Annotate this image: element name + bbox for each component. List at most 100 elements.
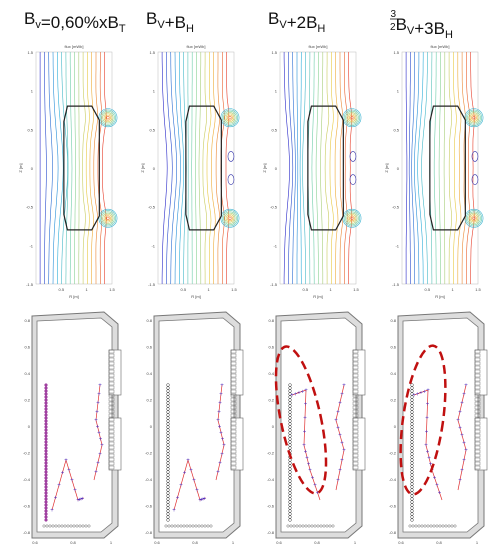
- probe-marker: +: [424, 443, 428, 449]
- wall-probe: [45, 450, 48, 453]
- y-tick-label: 0: [150, 424, 153, 429]
- probe-marker: +: [222, 443, 226, 449]
- port: [109, 418, 121, 470]
- probe-marker: +: [460, 468, 464, 474]
- y-tick-label: -0.4: [389, 477, 397, 482]
- panel-title: 32BV+3BH: [390, 9, 453, 41]
- probe-marker: +: [95, 409, 99, 415]
- y-tick-label: 0.4: [146, 371, 152, 376]
- wall-probe: [45, 393, 48, 396]
- probe-marker: +: [426, 388, 430, 394]
- wall-probe: [45, 390, 48, 393]
- probe-marker: +: [313, 483, 317, 489]
- y-tick-label: -0.4: [23, 477, 31, 482]
- y-tick-label: -0.6: [389, 504, 397, 509]
- y-label: Z [m]: [384, 163, 389, 172]
- title-text: +2B: [287, 13, 318, 32]
- y-tick-label: -1: [273, 243, 277, 248]
- y-tick-label: 0.2: [268, 398, 274, 403]
- probe-marker: +: [460, 433, 464, 439]
- title-text: +B: [165, 13, 186, 32]
- y-tick-label: 0: [275, 166, 278, 171]
- x-tick-label: 0.8: [70, 540, 76, 545]
- port: [231, 418, 243, 470]
- title-text: B: [396, 15, 407, 34]
- wall-probe: [45, 465, 48, 468]
- y-label: Z [m]: [18, 163, 23, 172]
- probe-marker: +: [334, 418, 338, 424]
- plot-title: flux [mWb]: [187, 44, 206, 49]
- vessel-inner: [37, 318, 112, 532]
- probe-marker: +: [221, 437, 225, 443]
- y-tick-label: 0.6: [24, 345, 30, 350]
- y-tick-label: 1.5: [271, 50, 277, 55]
- y-tick-label: -1.5: [148, 282, 156, 287]
- wall-probe: [45, 468, 48, 471]
- panel-title: BV+BH: [146, 9, 194, 35]
- probe-marker: +: [340, 458, 344, 464]
- x-tick-label: 1.5: [109, 287, 115, 292]
- x-tick-label: 1: [86, 287, 89, 292]
- probe-marker: +: [70, 478, 74, 484]
- probe-marker: +: [96, 461, 100, 467]
- y-tick-label: -1.5: [392, 282, 400, 287]
- probe-marker: +: [340, 392, 344, 398]
- wall-probe: [45, 447, 48, 450]
- wall-probe: [45, 486, 48, 489]
- x-tick-label: 1: [208, 287, 211, 292]
- y-label: Z [m]: [262, 163, 267, 172]
- y-tick-label: 0.4: [268, 371, 274, 376]
- wall-probe: [45, 477, 48, 480]
- wall-probe: [45, 519, 48, 522]
- y-tick-label: 0.2: [146, 398, 152, 403]
- wall-probe: [45, 462, 48, 465]
- x-tick-label: 0.8: [314, 540, 320, 545]
- x-tick-label: 1: [330, 287, 333, 292]
- probe-marker: +: [179, 483, 183, 489]
- y-tick-label: -0.5: [392, 205, 400, 210]
- probe-marker: +: [340, 441, 344, 447]
- panel-title: BV+2BH: [268, 9, 325, 35]
- port: [109, 350, 121, 395]
- y-tick-label: -0.6: [267, 504, 275, 509]
- title-text: =0,60%xB: [41, 13, 119, 32]
- probe-marker: +: [218, 401, 222, 407]
- wall-probe: [45, 501, 48, 504]
- y-tick-label: -0.8: [23, 530, 31, 535]
- title-text: B: [24, 9, 35, 28]
- x-tick-label: 1: [232, 540, 235, 545]
- probe-marker: +: [433, 476, 437, 482]
- x-tick-label: 0.6: [276, 540, 282, 545]
- wall-probe: [45, 435, 48, 438]
- probe-marker: +: [94, 418, 98, 424]
- probe-marker: +: [203, 497, 207, 503]
- y-tick-label: 0.5: [149, 127, 155, 132]
- y-tick-label: 0: [153, 166, 156, 171]
- probe-marker: +: [462, 392, 466, 398]
- y-tick-label: -0.4: [145, 477, 153, 482]
- y-tick-label: 0: [397, 166, 400, 171]
- y-tick-label: 0.4: [390, 371, 396, 376]
- probe-marker: +: [304, 449, 308, 455]
- wall-probe: [45, 411, 48, 414]
- probe-marker: +: [462, 441, 466, 447]
- probe-marker: +: [73, 488, 77, 494]
- x-tick-label: 1.5: [231, 287, 237, 292]
- x-tick-label: 0.6: [398, 540, 404, 545]
- vessel-inner: [281, 318, 356, 532]
- probe-marker: +: [98, 383, 102, 389]
- probe-marker: +: [308, 468, 312, 474]
- probe-marker: +: [435, 483, 439, 489]
- probe-marker: +: [183, 471, 187, 477]
- y-tick-label: 0.5: [393, 127, 399, 132]
- wall-probe: [45, 423, 48, 426]
- plot-title: flux [mWb]: [65, 44, 84, 49]
- title-sub: T: [119, 23, 126, 35]
- probe-marker: +: [303, 416, 307, 422]
- probe-marker: +: [219, 392, 223, 398]
- figure: Bv=0,60%xBTflux [mWb]Z [m]R [m]1.510.50-…: [0, 0, 494, 546]
- probe-marker: +: [50, 508, 54, 514]
- probe-marker: +: [425, 416, 429, 422]
- y-tick-label: 0: [272, 424, 275, 429]
- probe-marker: +: [458, 426, 462, 432]
